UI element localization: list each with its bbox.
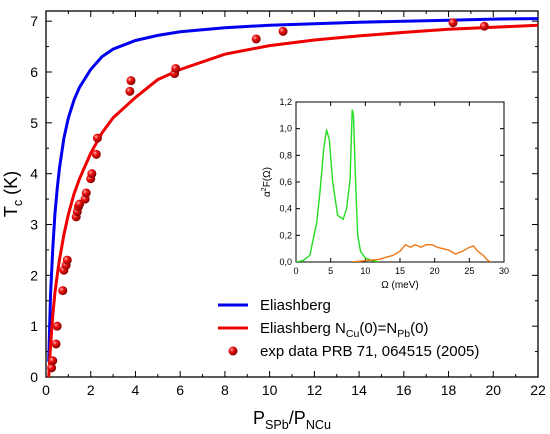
inset-x-tick-label: 25 [464,266,474,276]
y-tick-label: 7 [30,13,38,29]
series-line-0 [47,17,538,362]
inset-series-line-1 [351,244,491,262]
x-tick-label: 14 [351,382,367,398]
inset-series-line-0 [296,109,380,262]
inset-plot: 0 5 10 15 20 25 30 0,0 0,2 0,4 0,6 0,8 1,0 1,2 Ω (meV)… [261,97,509,291]
x-tick-label: 20 [485,382,501,398]
data-point [81,188,91,198]
data-point [125,86,135,96]
inset-x-axis-title: Ω (meV) [381,280,418,291]
x-tick-label: 12 [307,382,323,398]
inset-y-axis-title: α2F(Ω) [261,167,273,197]
legend-label: Eliashberg [260,297,331,314]
data-point [91,149,101,159]
data-point [48,356,58,366]
data-point [58,286,68,296]
data-point [47,363,57,373]
y-tick-label: 2 [30,267,38,283]
data-point [62,255,72,265]
inset-x-tick-label: 15 [395,266,405,276]
x-tick-label: 16 [396,382,412,398]
inset-y-tick-label: 0,8 [279,150,292,160]
legend-swatch-marker [228,346,238,356]
x-tick-label: 8 [221,382,229,398]
legend-label: exp data PRB 71, 064515 (2005) [260,343,479,360]
x-axis-title: PSPb/PNCu [253,408,331,432]
y-tick-label: 1 [30,318,38,334]
y-tick-label: 0 [30,369,38,385]
x-tick-label: 18 [441,382,457,398]
x-tick-label: 4 [132,382,140,398]
series-line-1 [47,23,538,377]
legend-label: Eliashberg NCu(0)=NPb(0) [260,320,428,340]
inset-y-tick-label: 0,2 [279,230,292,240]
data-point [51,339,61,349]
y-tick-label: 3 [30,217,38,233]
data-point [126,76,136,86]
inset-y-tick-label: 0,4 [279,204,292,214]
data-point [278,26,288,36]
inset-y-tick-label: 1,2 [279,97,292,107]
x-tick-label: 10 [262,382,278,398]
y-tick-label: 4 [30,166,38,182]
data-point [448,18,458,28]
x-tick-label: 0 [42,382,50,398]
inset-x-tick-label: 30 [499,266,509,276]
inset-frame [295,101,505,263]
data-point [92,133,102,143]
inset-y-tick-label: 1,0 [279,124,292,134]
x-tick-label: 6 [176,382,184,398]
inset-x-tick-label: 5 [328,266,333,276]
data-point [87,169,97,179]
data-point [171,63,181,73]
inset-y-tick-label: 0,0 [279,257,292,267]
inset-x-tick-label: 0 [293,266,298,276]
y-tick-label: 6 [30,64,38,80]
data-point [52,321,62,331]
data-point [479,21,489,31]
inset-x-tick-label: 10 [360,266,370,276]
legend: Eliashberg Eliashberg NCu(0)=NPb(0) exp da… [218,297,479,360]
y-tick-label: 5 [30,115,38,131]
inset-y-tick-label: 0,6 [279,177,292,187]
y-axis-title: Tc (K) [1,171,25,217]
x-tick-label: 2 [87,382,95,398]
x-tick-label: 22 [530,382,546,398]
inset-x-tick-label: 20 [430,266,440,276]
data-point [251,34,261,44]
